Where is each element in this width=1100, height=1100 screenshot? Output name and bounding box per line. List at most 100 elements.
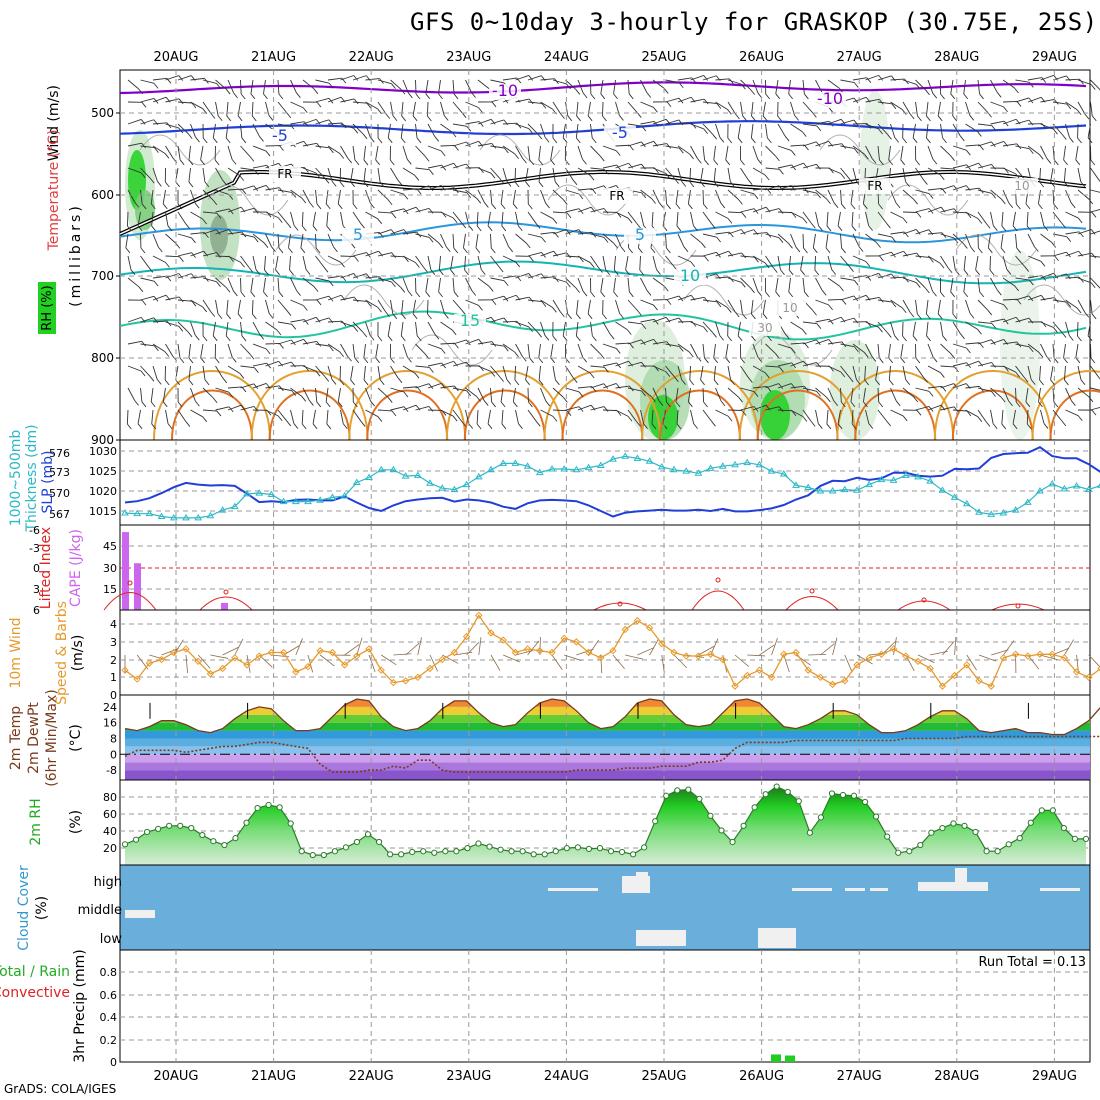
- wind-label: Wind (m/s): [46, 85, 62, 161]
- wind-barb: [363, 145, 366, 160]
- wind-barb: [200, 343, 204, 358]
- wind-barb: [625, 255, 629, 270]
- lifted-index-curve: [691, 590, 745, 611]
- wind-barb-flag: [991, 391, 996, 397]
- wind-barb-flag: [891, 103, 897, 110]
- wind-barb-flag: [1003, 318, 1009, 325]
- wind-barb-flag: [856, 379, 861, 385]
- wind-barb-flag: [566, 83, 571, 90]
- wind-barb: [1065, 123, 1070, 138]
- wind-barb-flag: [841, 299, 847, 305]
- wind-barb: [877, 343, 880, 358]
- wind-barb-flag: [803, 162, 809, 169]
- wind-barb-flag: [751, 137, 756, 144]
- rh-point: [817, 814, 824, 821]
- wind-barb-flag: [952, 115, 958, 122]
- wind-barb-flag: [178, 127, 184, 134]
- wind-barb: [1027, 343, 1040, 353]
- wind-barb: [740, 387, 755, 393]
- wind-barb: [165, 123, 180, 129]
- wind-barb: [952, 321, 961, 335]
- wind-barb-flag: [1000, 247, 1006, 254]
- wind-barb-flag: [286, 310, 292, 316]
- wind-barb-flag: [501, 423, 507, 430]
- wind-barb: [802, 163, 817, 169]
- wind-barb: [1077, 79, 1092, 85]
- wind10-barb: [649, 639, 659, 656]
- wind-barb-flag: [301, 396, 307, 402]
- wind-barb-flag: [141, 142, 147, 149]
- wind-barb-flag: [565, 229, 571, 235]
- wind-barb: [302, 142, 317, 147]
- wind-barb-flag: [712, 133, 717, 140]
- wind-barb: [1002, 118, 1017, 125]
- wind-barb-flag: [901, 109, 907, 115]
- wind-barb-flag: [339, 351, 345, 358]
- cape-bar: [221, 602, 228, 610]
- wind-barb-flag: [178, 273, 184, 279]
- wind-barb-flag: [1016, 247, 1022, 254]
- wind-barb: [840, 79, 855, 83]
- contour-label: 10: [1014, 179, 1029, 193]
- wind-barb: [837, 409, 841, 424]
- temperature-grid: [120, 695, 1090, 780]
- wind-barb: [777, 255, 781, 270]
- wind-barb: [765, 233, 780, 239]
- wind-barb: [265, 385, 280, 389]
- wind-barb-flag: [681, 181, 687, 187]
- wind-barb: [812, 233, 816, 248]
- wind-barb: [790, 144, 805, 147]
- wind-barb: [865, 321, 879, 328]
- wind-barb-flag: [1090, 84, 1096, 90]
- wind-barb: [777, 362, 792, 367]
- wind-barb-flag: [765, 93, 771, 100]
- wind-barb: [702, 299, 717, 303]
- wind-barb-flag: [1028, 295, 1034, 302]
- wind-barb: [790, 162, 804, 169]
- wind-barb-flag: [888, 379, 894, 386]
- wind-barb-flag: [794, 115, 799, 121]
- wind-barb: [401, 101, 404, 116]
- wind-barb-flag: [592, 335, 597, 342]
- wind-barb-flag: [491, 101, 497, 108]
- wind-barb-flag: [544, 136, 550, 143]
- wind-barb-flag: [501, 225, 507, 232]
- wind-barb: [140, 119, 154, 125]
- wind-barb-flag: [791, 410, 797, 417]
- wind-barb: [552, 167, 556, 182]
- wind-speed-series: [121, 611, 1100, 690]
- wind-barb: [627, 361, 642, 367]
- wind-speed-point: [828, 680, 837, 689]
- wind-barb: [565, 277, 576, 288]
- wind-barb-flag: [217, 115, 223, 122]
- wind-barb-flag: [379, 181, 385, 188]
- wind-barb: [652, 255, 657, 270]
- wind-barb: [1015, 255, 1026, 267]
- wind-barb: [377, 79, 392, 85]
- wind-barb: [727, 167, 731, 182]
- wind-barb: [240, 167, 255, 171]
- wind-barb: [427, 164, 442, 169]
- wind-barb-flag: [216, 281, 221, 287]
- wind-barb-flag: [678, 346, 684, 352]
- wind-barb-flag: [415, 291, 421, 298]
- wind-barb: [415, 79, 417, 95]
- wind-barb-flag: [778, 237, 784, 243]
- wind-barb: [777, 343, 792, 349]
- wind-barb-flag: [529, 256, 534, 262]
- wind-barb: [340, 75, 354, 81]
- wind-speed-point: [597, 654, 605, 662]
- wind-barb-flag: [802, 416, 808, 422]
- wind-barb: [890, 250, 904, 257]
- wind-barb-flag: [966, 347, 971, 354]
- wind-barb-flag: [840, 119, 846, 125]
- wind-barb: [240, 233, 255, 238]
- wind-tick-label: 1: [110, 671, 117, 684]
- wind-barb-flag: [514, 379, 520, 386]
- wind-barb: [365, 250, 379, 257]
- wind10-barb: [844, 654, 853, 672]
- wind-barb: [1002, 167, 1016, 175]
- wind-barb-flag: [157, 181, 162, 187]
- wind-barb-flag: [942, 335, 948, 342]
- wind-barb-flag: [453, 291, 459, 298]
